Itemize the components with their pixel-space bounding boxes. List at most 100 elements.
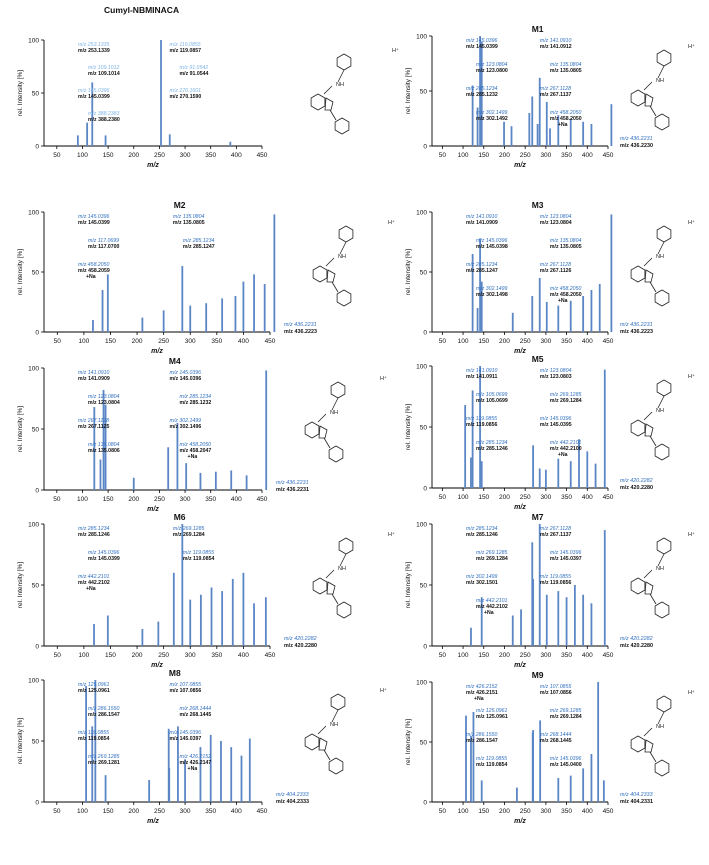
fragment-mz-theoretical: m/z 145.0396 [476, 238, 508, 244]
fragment-mz-theoretical: m/z 267.1128 [78, 418, 109, 424]
x-tick-label: 400 [231, 496, 242, 503]
spectrum-peak [265, 370, 268, 490]
spectrum-peak [248, 738, 251, 802]
fragment-mz-theoretical: m/z 117.0699 [88, 238, 119, 244]
fragment-mz-observed: m/z 388.2380 [88, 117, 120, 123]
x-tick-label: 350 [561, 494, 572, 501]
spectrum-peak [141, 317, 144, 332]
fragment-mz-observed: m/z 458.2047 [180, 448, 212, 454]
fragment-mz-theoretical: m/z 426.2152 [180, 754, 212, 760]
spectrum-peak [545, 302, 548, 332]
protonation-mark: H⁺ [380, 687, 387, 694]
y-tick-label: 50 [420, 740, 428, 747]
fragment-mz-observed: m/z 285.1247 [466, 268, 498, 274]
x-axis-label: m/z [514, 504, 526, 511]
fragment-mz-theoretical: m/z 105.0699 [476, 392, 508, 398]
precursor-mz-theoretical: m/z 404.2333 [276, 792, 309, 798]
chart-panel-m5: M5 0 50 100 50 100 150 200 250 300 350 400 450 m/z rel… [405, 354, 695, 511]
fragment-mz-observed: m/z 107.0856 [170, 688, 202, 694]
x-axis-label: m/z [147, 162, 159, 169]
spectrum-peak [104, 135, 107, 146]
molecular-structure-drawing: NH H⁺ [630, 531, 695, 619]
spectrum-peak [141, 628, 144, 646]
fragment-mz-observed: m/z 119.0856 [540, 580, 572, 586]
phenyl-ring-icon [330, 381, 346, 399]
bond-line [643, 569, 653, 579]
fragment-mz-observed: m/z 119.0854 [183, 556, 215, 562]
y-tick-label: 0 [423, 800, 427, 807]
fragment-mz-observed: m/z 285.1232 [180, 400, 212, 406]
phenyl-ring-icon [336, 53, 352, 71]
chart-panel-m6: M6 0 50 100 50 100 150 200 250 300 350 400 450 m/z rel… [17, 512, 395, 669]
chart-title: M5 [532, 354, 544, 364]
x-tick-label: 400 [582, 808, 593, 815]
fragment-mz-observed: m/z 458.2059 [78, 268, 110, 274]
bond-line [331, 593, 339, 605]
fragment-mz-theoretical: m/z 285.1234 [466, 86, 498, 92]
bond-line [657, 395, 665, 409]
spectrum-peak [76, 135, 79, 146]
x-tick-label: 200 [499, 652, 510, 659]
pyrazole-ring-icon [644, 93, 654, 107]
adduct-note: +Na [188, 766, 198, 772]
x-tick-label: 450 [603, 494, 614, 501]
spectrum-peak [578, 439, 580, 488]
fragment-mz-observed: m/z 141.0909 [78, 376, 110, 382]
fragment-mz-theoretical: m/z 125.0961 [78, 682, 110, 688]
spectrum-peak [471, 85, 474, 146]
spectrum-peak [603, 369, 606, 488]
bond-line [657, 65, 665, 79]
y-tick-label: 50 [420, 425, 428, 432]
spectrum-peak [230, 470, 233, 490]
spectrum-peak [176, 422, 179, 490]
fragment-mz-observed: m/z 109.1014 [88, 71, 120, 77]
spectrum-peak [557, 115, 560, 146]
phenyl-ring-icon [656, 695, 672, 713]
indazole-ring-icon [630, 89, 646, 107]
spectrum-peak [470, 736, 472, 802]
fragment-mz-theoretical: m/z 125.0961 [476, 708, 508, 714]
bond-line [323, 749, 331, 761]
pyrazole-ring-icon [644, 269, 654, 283]
x-tick-label: 150 [478, 652, 489, 659]
pyrazole-ring-icon [318, 425, 328, 439]
x-tick-label: 250 [154, 808, 165, 815]
fragment-mz-observed: m/z 123.0804 [540, 220, 572, 226]
bond-line [657, 553, 665, 567]
y-tick-label: 100 [28, 522, 39, 529]
fragment-mz-theoretical: m/z 119.0855 [170, 42, 201, 48]
x-tick-label: 50 [53, 496, 61, 503]
spectrum-peak [538, 77, 541, 146]
molecular-structure-drawing: NH H⁺ [304, 687, 387, 775]
fragment-mz-theoretical: m/z 141.0910 [78, 370, 110, 376]
protonation-mark: H⁺ [392, 47, 399, 54]
fragment-mz-theoretical: m/z 442.2101 [78, 574, 110, 580]
spectrum-peak [471, 254, 474, 332]
x-tick-label: 200 [128, 808, 139, 815]
x-tick-label: 150 [105, 338, 116, 345]
fragment-mz-observed: m/z 285.1232 [466, 92, 498, 98]
precursor-mz-observed: m/z 436.2223 [620, 329, 653, 335]
fragment-mz-observed: m/z 269.1284 [550, 714, 582, 720]
spectrum-peak [538, 524, 541, 646]
spectrum-peak [480, 461, 483, 488]
spectrum-peak [510, 126, 513, 146]
x-tick-label: 100 [458, 652, 469, 659]
x-tick-label: 200 [128, 152, 139, 159]
spectrum-peak [160, 40, 162, 146]
x-tick-label: 50 [53, 152, 61, 159]
y-axis-label: rel. Intensity [%] [405, 68, 412, 114]
fragment-mz-observed: m/z 135.0805 [173, 220, 205, 226]
phenyl-ring-icon [330, 693, 346, 711]
spectrum-peak [476, 107, 479, 146]
spectrum-peak [544, 469, 547, 488]
y-tick-label: 100 [416, 680, 427, 687]
fragment-mz-observed: m/z 442.2100 [550, 446, 582, 452]
fragment-mz-observed: m/z 145.0399 [88, 556, 120, 562]
chart-panel-m2: M2 0 50 100 50 100 150 200 250 300 350 400 450 m/z rel… [17, 200, 395, 355]
fragment-mz-theoretical: m/z 285.1234 [78, 526, 110, 532]
fragment-mz-observed: m/z 141.0909 [466, 220, 498, 226]
x-tick-label: 200 [499, 494, 510, 501]
fragment-mz-theoretical: m/z 119.0855 [183, 550, 214, 556]
